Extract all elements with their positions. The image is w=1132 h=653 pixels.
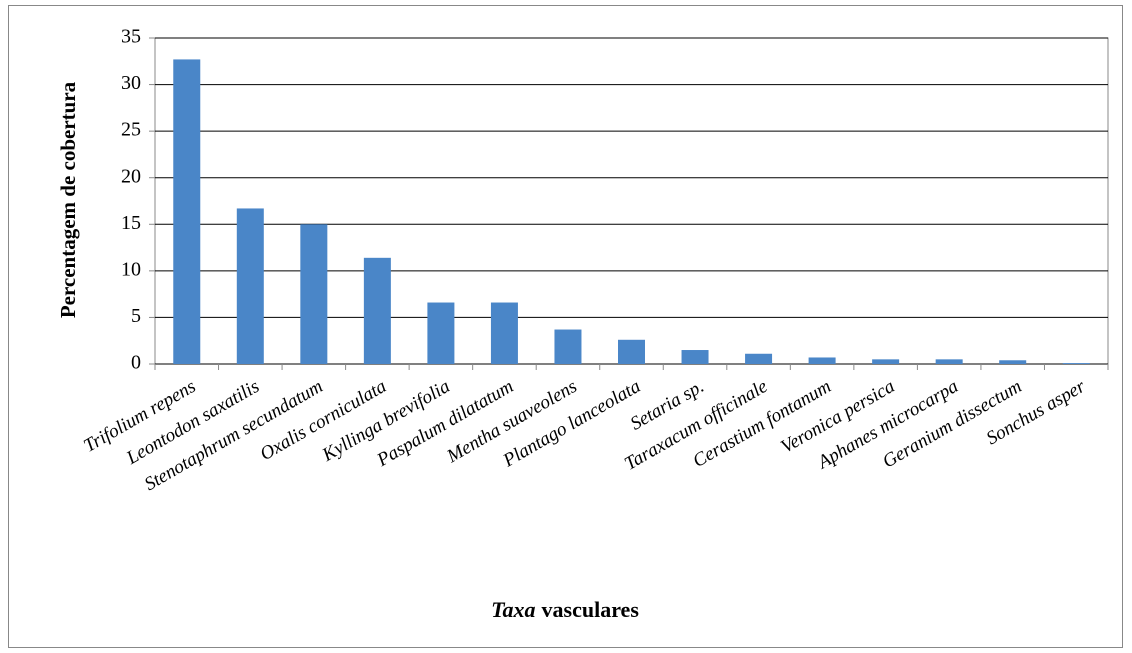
bar (363, 257, 391, 364)
bar (554, 329, 582, 364)
bar (681, 350, 709, 364)
y-tick-label: 15 (121, 212, 141, 234)
bar (808, 357, 836, 364)
bar (427, 302, 455, 364)
y-tick-label: 10 (121, 258, 141, 280)
bar (935, 359, 963, 364)
y-tick-label: 0 (131, 352, 141, 374)
bar (1062, 363, 1090, 364)
x-axis-label-part: Taxa (491, 597, 535, 622)
y-axis-label: Percentagem de cobertura (56, 81, 80, 318)
bar (999, 360, 1027, 364)
y-tick-label: 25 (121, 119, 141, 141)
y-tick-label: 20 (121, 165, 141, 187)
bar (490, 302, 518, 364)
x-axis-label-part: vasculares (542, 597, 640, 622)
bar (872, 359, 900, 364)
bar (300, 224, 328, 364)
y-tick-label: 35 (121, 26, 141, 48)
bar (745, 353, 773, 364)
y-tick-label: 5 (131, 305, 141, 327)
bar (236, 208, 264, 364)
y-tick-label: 30 (121, 72, 141, 94)
x-axis-label: Taxa vasculares (491, 597, 639, 622)
bar (618, 339, 645, 364)
bar (173, 59, 201, 365)
